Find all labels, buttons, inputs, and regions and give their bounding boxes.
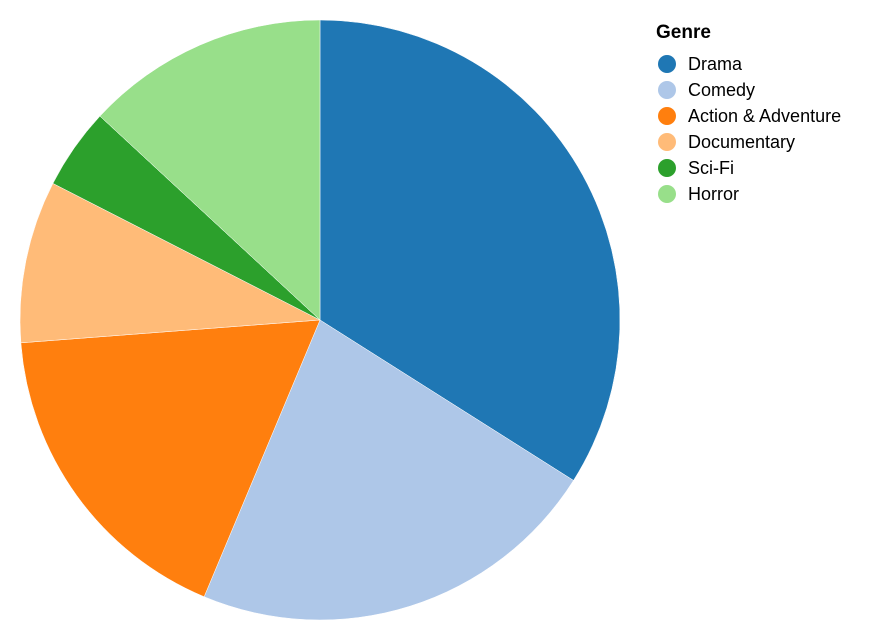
legend-swatch [658, 133, 676, 151]
legend-swatch [658, 185, 676, 203]
pie-slice-drama [319, 19, 621, 481]
legend-label: Sci-Fi [688, 158, 734, 178]
legend-items: Drama Comedy Action & Adventure Documentary… [658, 54, 841, 204]
pie-slice-horror [99, 19, 321, 321]
legend-swatch [658, 55, 676, 73]
pie-slices [19, 19, 621, 621]
pie-slice-documentary [19, 183, 321, 344]
legend-label: Documentary [688, 132, 795, 152]
legend-label: Comedy [688, 80, 755, 100]
legend-swatch [658, 159, 676, 177]
legend: Genre Drama Comedy Action & Adventure Docum… [656, 22, 841, 204]
legend-label: Action & Adventure [688, 106, 841, 126]
pie-slice-action-adventure [20, 319, 321, 598]
legend-label: Horror [688, 184, 739, 204]
legend-label: Drama [688, 54, 743, 74]
legend-swatch [658, 81, 676, 99]
legend-swatch [658, 107, 676, 125]
legend-title: Genre [656, 22, 711, 43]
pie-slice-comedy [203, 319, 574, 621]
